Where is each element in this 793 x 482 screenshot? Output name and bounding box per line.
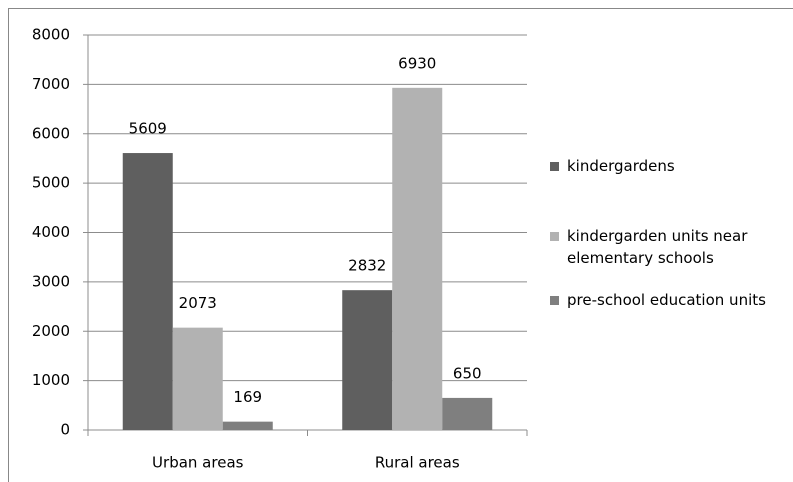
x-tick-label: Rural areas [375,454,460,472]
bar [392,87,443,431]
legend-item: kindergardens [550,155,790,177]
data-label: 650 [453,364,482,382]
y-tick-label: 5000 [32,174,70,192]
data-label: 5609 [129,120,167,138]
y-tick-label: 8000 [32,26,70,44]
bar [122,153,173,431]
bar [222,421,273,430]
y-tick-label: 6000 [32,124,70,142]
legend-label: pre-school education units [567,291,766,309]
legend-label: kindergarden units near elementary schoo… [567,227,748,267]
chart-border [8,8,793,482]
data-label: 2832 [348,257,386,275]
bar [172,327,223,430]
legend-label: kindergardens [567,157,675,175]
legend-swatch [550,296,559,305]
y-tick-label: 2000 [32,322,70,340]
y-tick-label: 3000 [32,272,70,290]
data-label: 2073 [179,294,217,312]
y-tick-label: 4000 [32,223,70,241]
y-tick-label: 7000 [32,75,70,93]
y-tick-label: 1000 [32,371,70,389]
legend-item: kindergarden units near elementary schoo… [550,225,790,269]
data-label: 6930 [398,54,436,72]
bar [342,290,393,430]
data-label: 169 [233,388,262,406]
y-tick-label: 0 [60,421,70,439]
legend-item: pre-school education units [550,289,790,311]
legend-swatch [550,162,559,171]
bar [442,397,493,430]
legend-swatch [550,232,559,241]
x-tick-label: Urban areas [152,454,244,472]
